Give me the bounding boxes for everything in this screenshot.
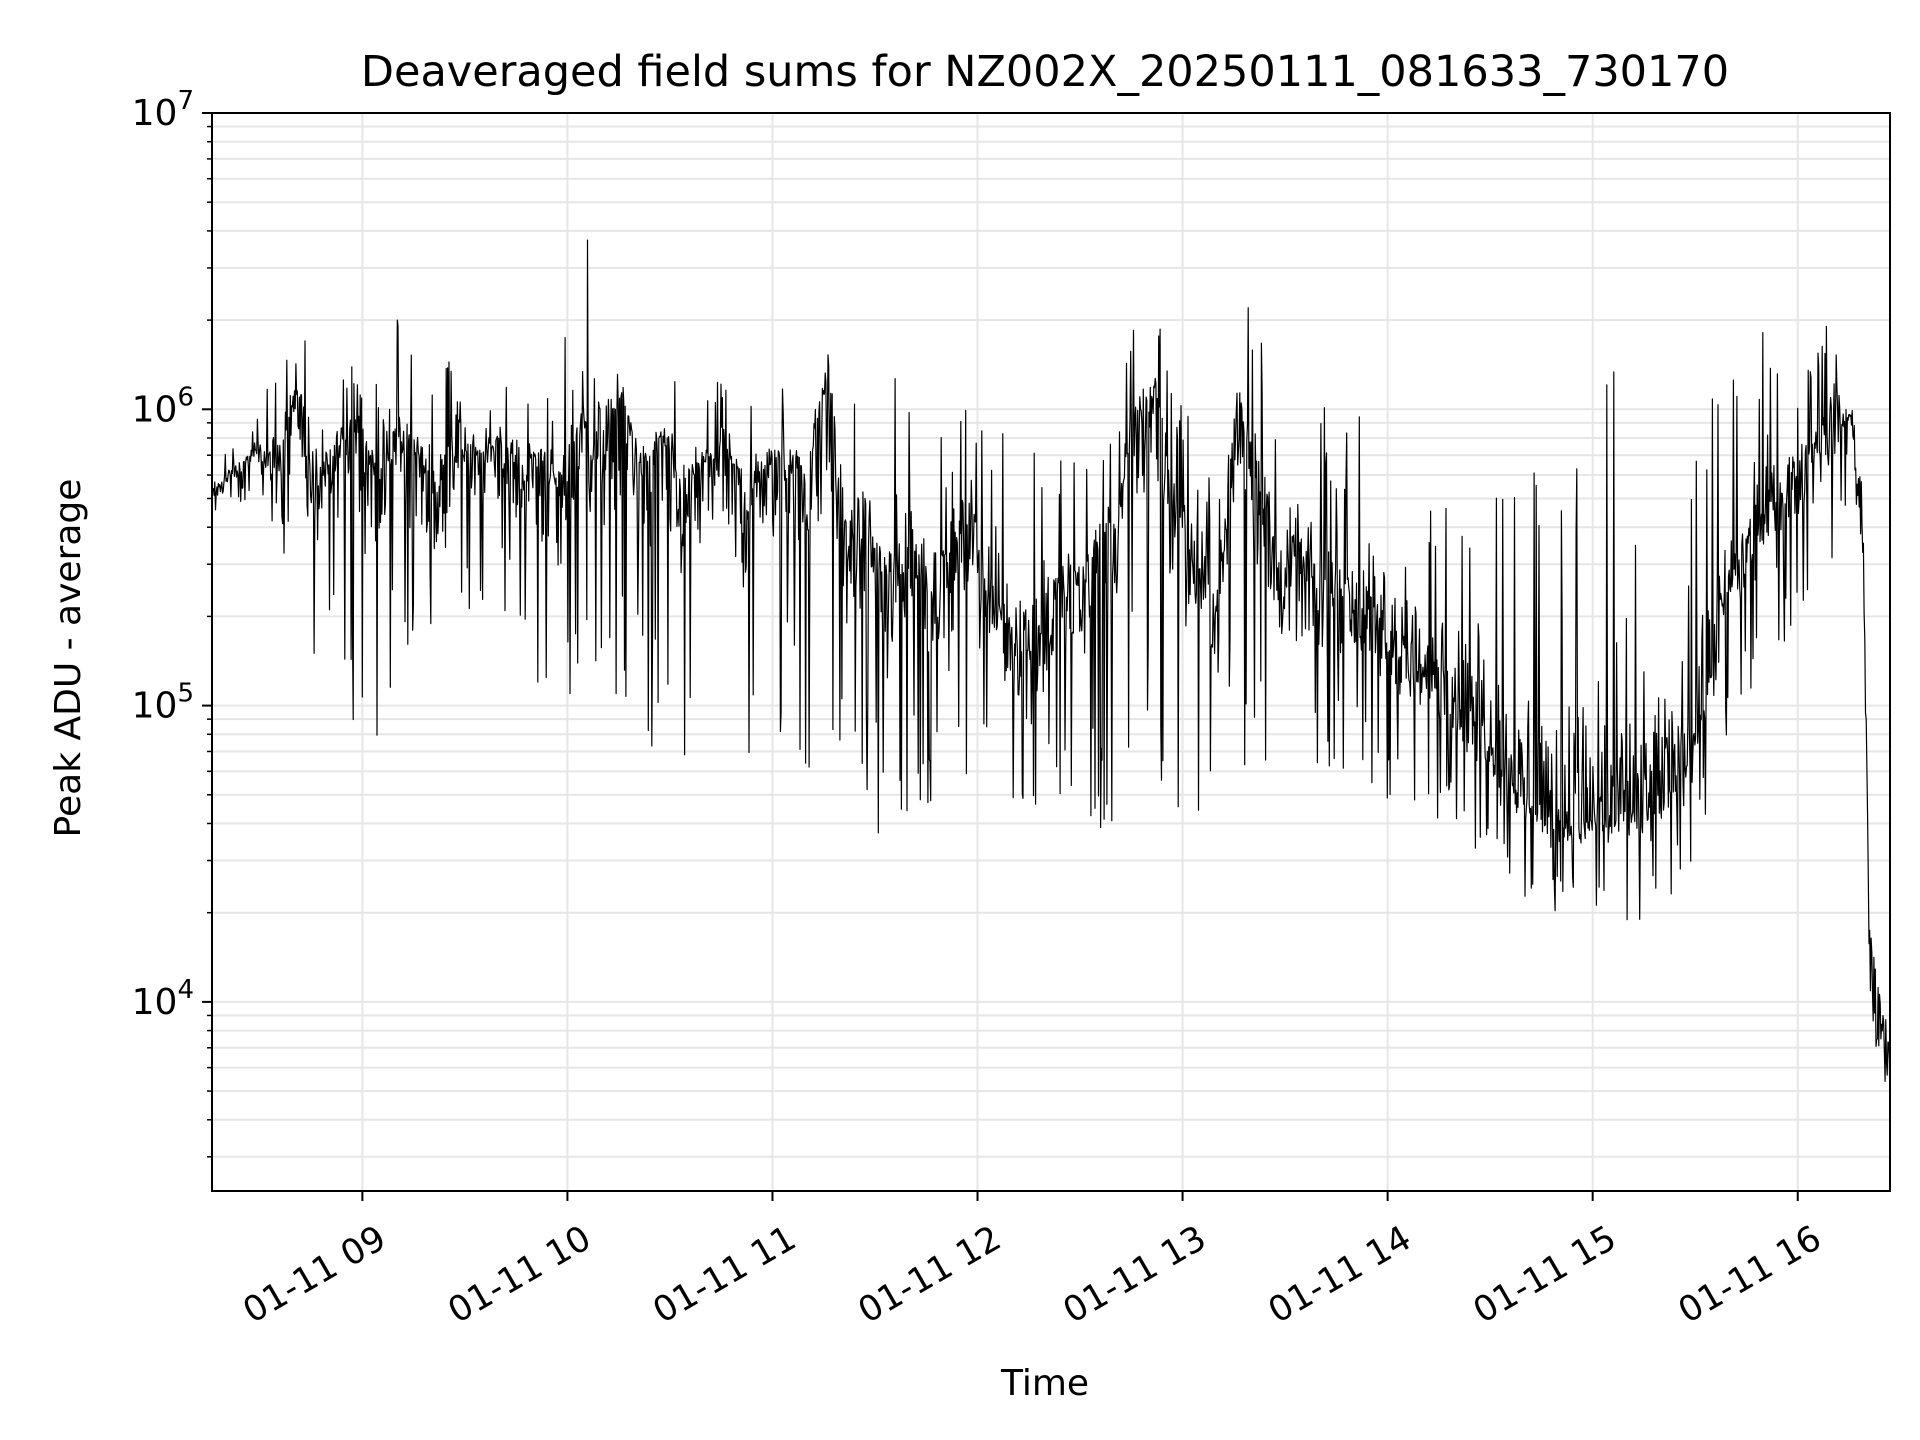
y-tick-label: 107 (132, 86, 194, 134)
y-tick-labels: 104 105 106 107 (132, 86, 194, 1023)
axes-frame (211, 112, 1891, 1192)
tick-marks (202, 112, 1799, 1201)
y-axis-label: Peak ADU - average (48, 479, 89, 838)
y-tick-label: 104 (132, 975, 194, 1023)
y-tick-label: 106 (132, 382, 194, 430)
chart-title: Deaveraged field sums for NZ002X_2025011… (361, 47, 1729, 97)
x-axis-label: Time (1000, 1363, 1089, 1404)
series-line (211, 239, 1891, 1103)
y-tick-label: 105 (132, 679, 194, 727)
plot-area (211, 239, 1891, 1103)
